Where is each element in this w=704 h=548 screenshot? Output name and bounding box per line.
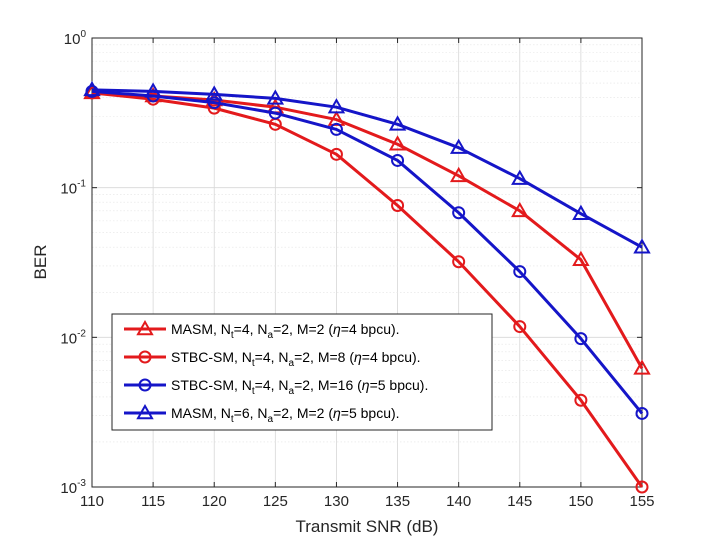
triangle-point: [266, 89, 285, 105]
triangle-point: [327, 98, 346, 114]
legend-label: MASM, Nt=4, Na=2, M=2 (η=4 bpcu).: [171, 321, 400, 341]
circle-point: [207, 96, 221, 110]
x-tick-label: 110: [80, 493, 104, 510]
axis-ticks: 110 115 120 125 130 135 140 145 150 155 100 10-1 10-…: [60, 29, 654, 510]
legend-box: [111, 313, 493, 431]
circle-point: [513, 320, 527, 334]
y-tick-label: 10-2: [60, 328, 86, 347]
y-tick-label: 10-1: [60, 179, 86, 198]
triangle-point: [633, 238, 651, 254]
x-tick-label: 140: [446, 493, 471, 510]
legend-label: STBC-SM, Nt=4, Na=2, M=16 (η=5 bpcu).: [171, 377, 428, 397]
triangle-point: [388, 115, 407, 131]
triangle-point: [572, 250, 590, 266]
x-tick-label: 155: [629, 493, 654, 510]
triangle-point: [83, 80, 101, 97]
circle-point: [329, 122, 343, 136]
circle-point: [635, 480, 649, 494]
triangle-point: [205, 85, 223, 101]
triangle-point: [388, 135, 407, 151]
circle-point: [452, 206, 466, 220]
circle-point: [268, 106, 282, 120]
series-line: [91, 89, 644, 415]
x-axis-label: Transmit SNR (dB): [296, 517, 439, 536]
plot-frame: [91, 37, 643, 488]
circle-point: [574, 332, 588, 346]
series-2: [85, 86, 649, 494]
legend-triangle-marker: [136, 319, 154, 336]
x-tick-label: 130: [324, 493, 349, 510]
triangle-point: [449, 166, 468, 183]
series: [83, 80, 651, 494]
triangle-point: [449, 138, 468, 154]
circle-point: [329, 147, 343, 161]
circle-point: [391, 153, 405, 167]
legend-label: MASM, Nt=6, Na=2, M=2 (η=5 bpcu).: [171, 405, 400, 425]
legend: MASM, Nt=4, Na=2, M=2 (η=4 bpcu). STBC-SM…: [111, 313, 493, 431]
legend-entry-4: MASM, Nt=6, Na=2, M=2 (η=5 bpcu).: [124, 403, 400, 425]
triangle-point: [633, 359, 651, 375]
legend-triangle-marker: [136, 403, 154, 420]
circle-point: [391, 199, 405, 213]
triangle-point: [511, 201, 529, 218]
triangle-point: [572, 204, 590, 220]
series-line: [91, 91, 644, 488]
y-tick-label: 10-3: [60, 478, 86, 497]
circle-point: [452, 255, 466, 269]
legend-circle-marker: [138, 378, 152, 392]
x-tick-label: 115: [141, 493, 165, 510]
series-4: [83, 80, 651, 254]
x-tick-label: 125: [263, 493, 288, 510]
x-tick-label: 135: [385, 493, 410, 510]
y-tick-label: 100: [64, 29, 87, 48]
legend-label: STBC-SM, Nt=4, Na=2, M=8 (η=4 bpcu).: [171, 349, 421, 369]
circle-point: [635, 406, 649, 420]
x-tick-label: 145: [507, 493, 532, 510]
series-line: [91, 88, 643, 249]
legend-circle-marker: [138, 350, 152, 364]
x-tick-label: 150: [568, 493, 593, 510]
circle-point: [574, 393, 588, 407]
legend-entry-3: STBC-SM, Nt=4, Na=2, M=16 (η=5 bpcu).: [124, 377, 428, 397]
triangle-point: [511, 169, 529, 185]
legend-entry-2: STBC-SM, Nt=4, Na=2, M=8 (η=4 bpcu).: [124, 349, 421, 369]
y-axis-label: BER: [31, 245, 50, 280]
legend-entry-1: MASM, Nt=4, Na=2, M=2 (η=4 bpcu).: [124, 319, 400, 341]
x-tick-label: 120: [202, 493, 227, 510]
circle-point: [513, 265, 527, 279]
triangle-point: [144, 82, 162, 98]
